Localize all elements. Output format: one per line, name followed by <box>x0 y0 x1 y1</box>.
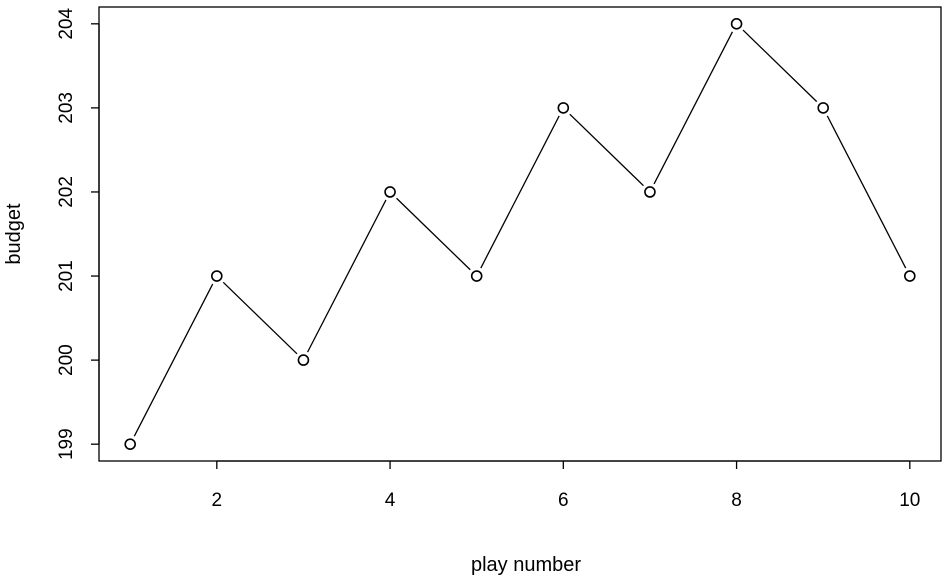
series-group <box>124 18 916 450</box>
y-tick-label: 199 <box>56 428 77 460</box>
data-point <box>730 18 743 30</box>
data-point <box>384 186 396 198</box>
data-point <box>644 186 656 198</box>
series-line-segment <box>569 113 644 187</box>
x-tick-label: 10 <box>899 490 920 511</box>
data-point <box>297 354 310 366</box>
data-point <box>557 102 570 114</box>
data-point <box>211 270 223 282</box>
series-line-segment <box>133 283 214 437</box>
data-point <box>470 270 483 282</box>
series-line-segment <box>653 31 734 185</box>
x-tick-label: 2 <box>212 490 223 511</box>
series-line-segment <box>306 199 387 353</box>
x-tick-label: 6 <box>558 490 569 511</box>
y-axis: 199 200 201 202 203 204 <box>56 8 100 460</box>
data-point <box>124 438 136 450</box>
y-axis-title: budget <box>3 203 25 265</box>
y-tick-label: 200 <box>56 344 77 376</box>
plot-frame <box>98 6 942 462</box>
y-tick-label: 201 <box>56 260 77 292</box>
data-point <box>817 102 829 114</box>
y-tick-label: 202 <box>56 176 77 208</box>
series-line-segment <box>222 281 298 355</box>
series-line-segment <box>396 197 471 271</box>
data-point <box>904 270 916 282</box>
x-axis: 2 4 6 8 10 <box>212 460 920 511</box>
x-tick-label: 4 <box>385 490 396 511</box>
series-line-segment <box>826 115 907 269</box>
y-tick-label: 204 <box>56 8 77 40</box>
x-tick-label: 8 <box>731 490 742 511</box>
series-line-segment <box>480 115 560 269</box>
x-axis-title: play number <box>471 554 581 576</box>
series-line-segment <box>742 29 818 103</box>
y-tick-label: 203 <box>56 92 77 124</box>
